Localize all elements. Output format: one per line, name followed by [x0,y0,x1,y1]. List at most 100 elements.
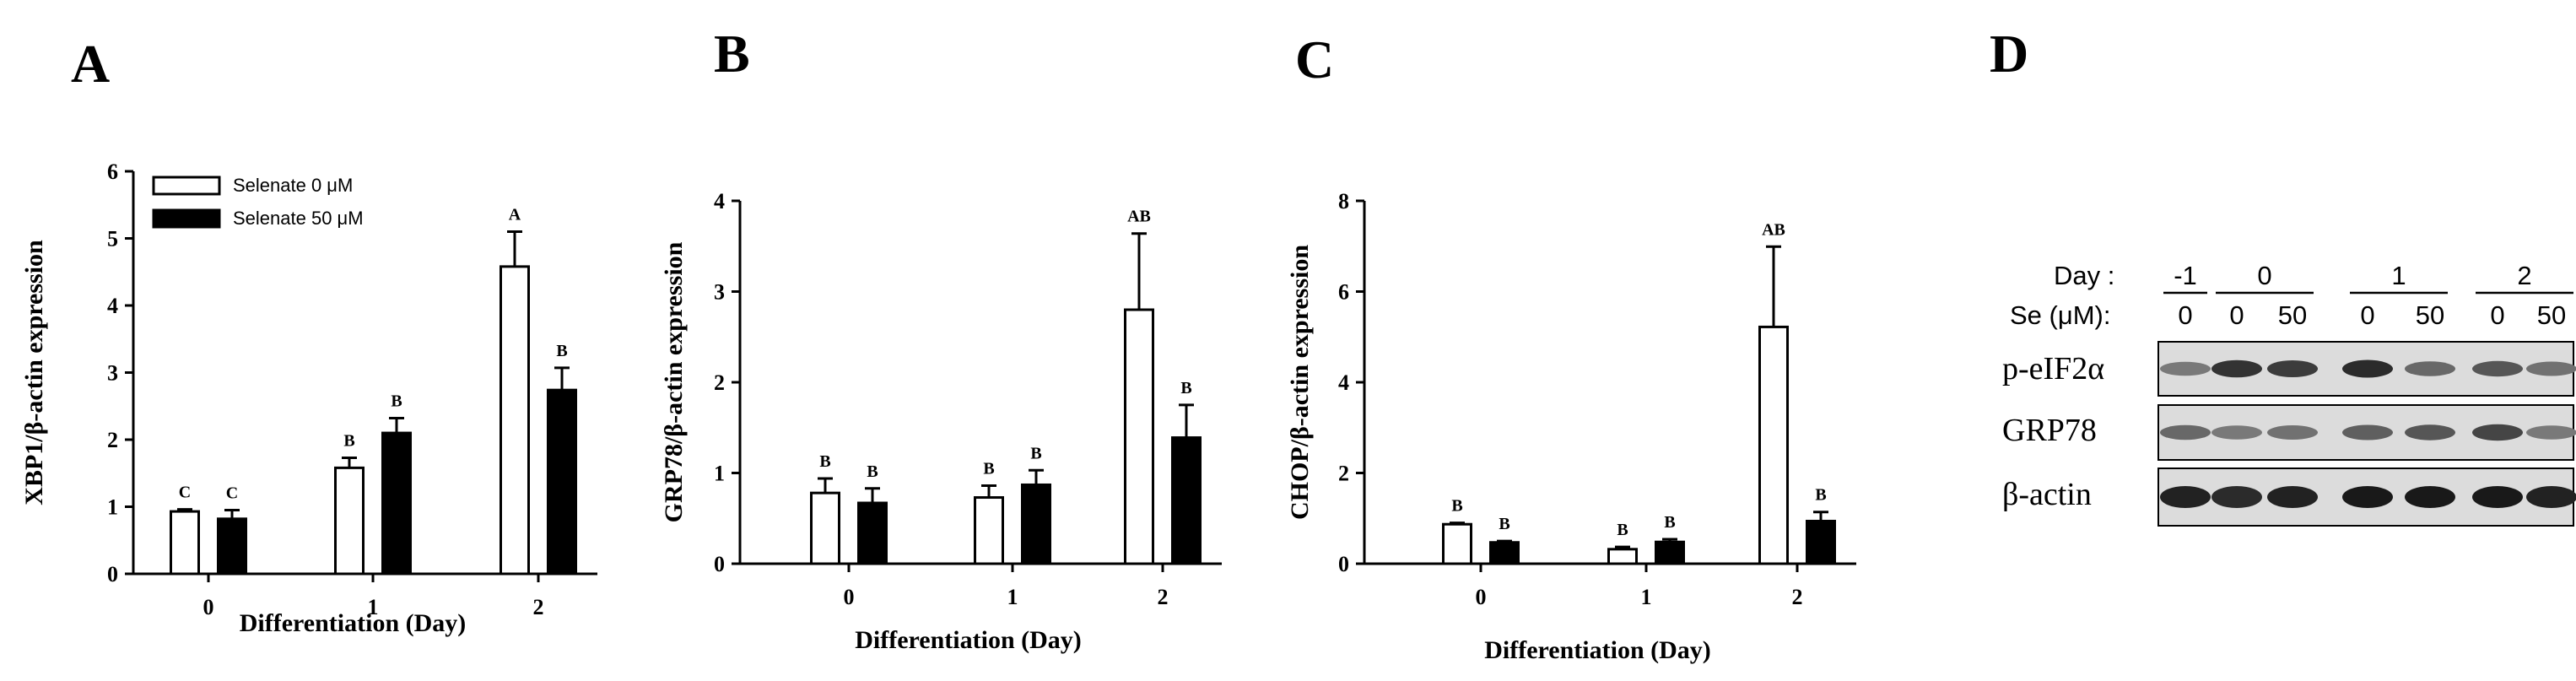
western-blot: Day : Se (μM): p-eIF2α GRP78 β-actin -1 0… [2002,261,2576,527]
y-tick-label: 0 [107,562,118,586]
y-tick-label: 2 [107,428,118,452]
blot-se-value: 0 [2229,300,2244,330]
bar [1607,548,1638,565]
significance-label: AB [1127,208,1151,226]
x-axis-title: Differentiation (Day) [855,626,1082,654]
x-tick-label: 0 [203,595,214,619]
blot-day-label: Day : [2054,261,2114,290]
y-tick-label: 1 [107,495,118,520]
x-tick-label: 0 [1476,585,1487,609]
significance-label: B [983,460,994,478]
bar [500,265,530,576]
y-axis-title: CHOP/β-actin expression [1286,245,1314,520]
panel-letter-c: C [1295,30,1334,89]
blot-band [2160,424,2211,440]
bar [1021,483,1051,565]
bar [810,491,840,565]
bar [974,496,1004,565]
y-tick-label: 0 [1338,552,1349,576]
significance-label: B [1030,444,1041,462]
blot-day-value: 0 [2257,261,2271,290]
x-tick-label: 2 [1792,585,1803,609]
bar [1758,325,1789,565]
blot-band [2342,486,2393,508]
panel-letter-d: D [1990,24,2028,84]
blot-se-label: Se (μM): [2010,300,2110,330]
blot-day-value: -1 [2174,261,2197,290]
bar [1806,519,1836,565]
blot-row-label-p-eif2a: p-eIF2α [2002,351,2104,386]
bar [1442,522,1472,565]
blot-band [2267,425,2318,440]
significance-label: B [1617,521,1628,539]
blot-row-label-grp78: GRP78 [2002,413,2097,448]
significance-label: B [1499,515,1509,533]
significance-label: B [1451,497,1462,516]
significance-label: B [343,431,354,450]
blot-band [2526,486,2576,508]
blot-band [2472,360,2523,377]
significance-label: B [391,392,402,411]
bar [1655,540,1685,565]
x-tick-label: 0 [844,585,855,609]
blot-band [2342,424,2393,440]
y-axis-title: GRP78/β-actin expression [660,241,688,522]
significance-label: AB [1762,220,1785,239]
legend-label-selenate-50: Selenate 50 μM [233,208,364,229]
blot-band [2405,424,2455,440]
bar [1489,541,1520,565]
y-axis-title: XBP1/β-actin expression [20,240,48,505]
significance-label: B [1815,486,1826,505]
significance-label: B [819,452,830,471]
y-tick-label: 4 [1338,370,1349,395]
bar [547,388,577,576]
y-tick-label: 4 [107,294,118,318]
y-tick-label: 6 [107,159,118,184]
bar [217,517,247,576]
chart-chop: 0 2 4 6 8 0 1 2 B B AB B B B Differentiation (Day) CHOP… [1286,189,1856,664]
blot-band [2342,359,2393,378]
x-axis-title: Differentiation (Day) [240,609,467,637]
blot-band [2160,486,2211,508]
bar [381,431,412,576]
blot-band [2526,361,2576,376]
blot-se-value: 50 [2278,300,2307,330]
bar [857,501,888,565]
blot-band [2472,486,2523,508]
significance-label: B [556,342,567,360]
x-tick-label: 1 [1641,585,1652,609]
blot-se-value: 50 [2537,300,2566,330]
bar [334,466,365,576]
significance-label: B [1180,379,1191,397]
x-tick-label: 1 [1007,585,1018,609]
x-axis-title: Differentiation (Day) [1484,636,1711,664]
bar [1171,436,1202,565]
blot-se-value: 0 [2490,300,2504,330]
blot-day-value: 2 [2517,261,2531,290]
blot-se-value: 0 [2178,300,2192,330]
y-tick-label: 2 [714,370,725,395]
bar [170,510,200,576]
blot-band [2211,486,2262,508]
y-tick-label: 2 [1338,462,1349,486]
blot-band [2267,360,2318,377]
chart-xbp1: 0 1 2 3 4 5 6 0 1 2 C B A C B B Differentiation (Day) XBP… [20,159,597,637]
chart-grp78: 0 1 2 3 4 0 1 2 B B AB B B B Differentiation (Day) GRP7… [660,189,1222,654]
blot-band [2267,486,2318,508]
blot-band [2526,425,2576,440]
blot-band [2405,361,2455,376]
y-tick-label: 1 [714,462,725,486]
blot-row-label-beta-actin: β-actin [2002,477,2092,512]
x-tick-label: 2 [1158,585,1169,609]
panel-letter-a: A [71,34,110,94]
blot-band [2472,424,2523,441]
significance-label: A [509,206,521,224]
y-tick-label: 6 [1338,280,1349,305]
y-tick-label: 8 [1338,189,1349,213]
blot-se-value: 0 [2360,300,2374,330]
y-tick-label: 4 [714,189,725,213]
legend-label-selenate-0: Selenate 0 μM [233,175,353,196]
blot-day-value: 1 [2391,261,2406,290]
significance-label: C [179,484,191,502]
